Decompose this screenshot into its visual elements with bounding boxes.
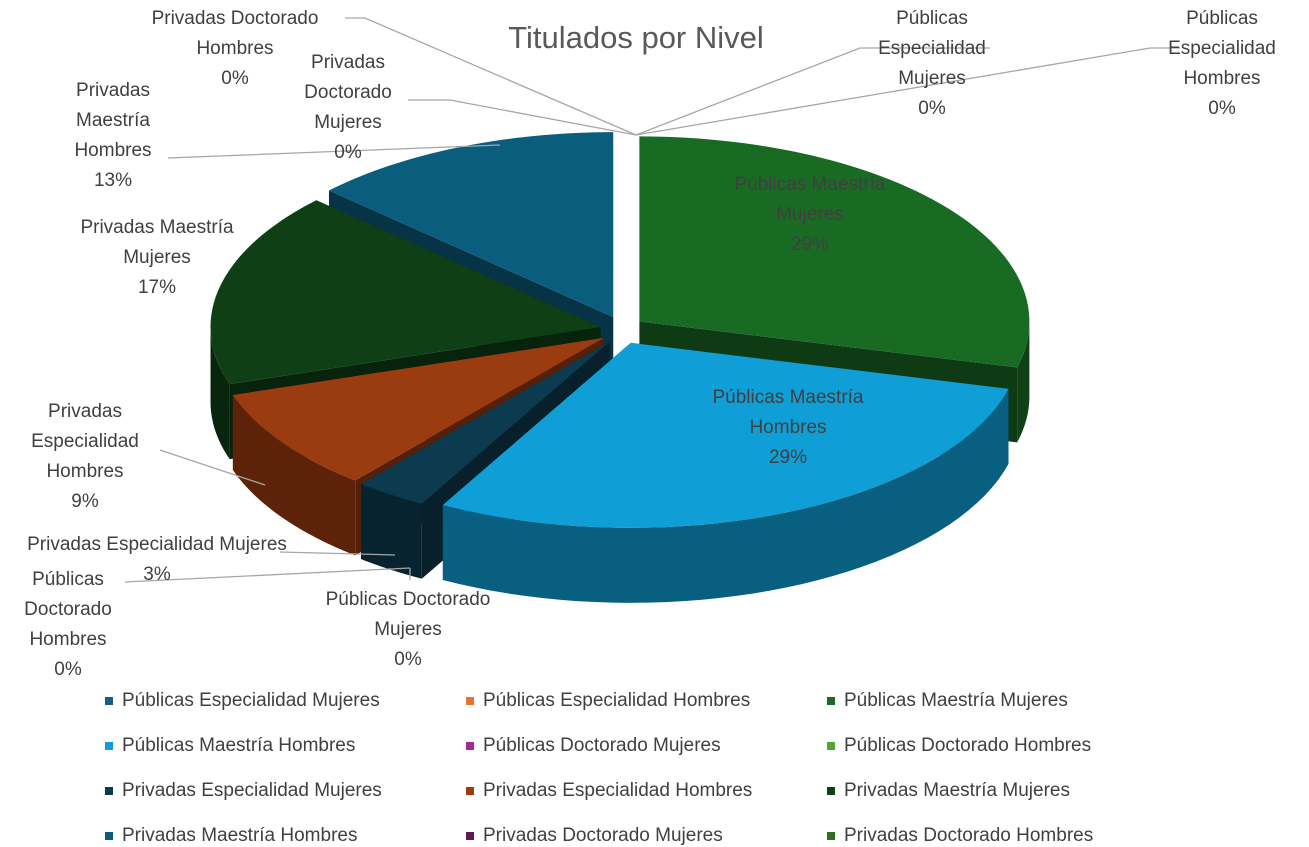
- label-name: Privadas Maestría Mujeres: [80, 217, 234, 268]
- data-label-text: Privadas Doctorado Hombres 0%: [120, 4, 350, 94]
- slice-side: [1017, 321, 1030, 443]
- label-name: Públicas Doctorado Hombres: [24, 569, 112, 650]
- leader-line: [279, 551, 396, 556]
- legend-label: Privadas Maestría Hombres: [122, 825, 357, 846]
- data-label: Públicas Especialidad Hombres 0%: [1162, 4, 1282, 124]
- legend-marker: [466, 832, 474, 840]
- label-value: 29%: [768, 447, 808, 468]
- slice: [442, 342, 1009, 528]
- label-name: Privadas Maestría Hombres: [74, 80, 152, 161]
- data-label-text: Privadas Especialidad Hombres 9%: [15, 397, 155, 517]
- legend-marker: [105, 832, 113, 840]
- data-label-text: Privadas Maestría Mujeres 17%: [57, 213, 257, 303]
- data-label: Públicas Doctorado Hombres 0%: [13, 565, 123, 685]
- legend-label: Públicas Especialidad Mujeres: [122, 690, 380, 711]
- legend-marker: [466, 742, 474, 750]
- legend-label: Privadas Doctorado Hombres: [844, 825, 1093, 846]
- leader-line: [345, 17, 637, 136]
- slice: [210, 200, 601, 385]
- label-name: Privadas Especialidad Hombres: [31, 401, 139, 482]
- label-value: 0%: [1208, 98, 1236, 119]
- pie: [210, 132, 1030, 603]
- label-value: 3%: [143, 564, 171, 585]
- data-label: Privadas Doctorado Hombres 0%: [120, 4, 350, 94]
- label-value: 0%: [918, 98, 946, 119]
- data-label: Públicas Doctorado Mujeres 0%: [293, 585, 523, 675]
- data-label-text: Privadas Especialidad Mujeres 3%: [27, 530, 287, 590]
- legend-label: Privadas Especialidad Mujeres: [122, 780, 382, 801]
- label-name: Públicas Maestría Hombres: [712, 387, 864, 438]
- label-value: 17%: [137, 277, 177, 298]
- data-label: Privadas Maestría Mujeres 17%: [57, 213, 257, 303]
- label-value: 0%: [334, 142, 362, 163]
- slice: [361, 341, 610, 504]
- data-label-text: Privadas Maestría Hombres 13%: [58, 76, 168, 196]
- label-value: 0%: [394, 649, 422, 670]
- leader-line: [635, 47, 1180, 136]
- slice-side: [210, 326, 230, 460]
- label-name: Públicas Especialidad Hombres: [1168, 8, 1276, 89]
- legend-marker: [105, 787, 113, 795]
- slice-wall: [361, 341, 610, 560]
- slice: [328, 132, 614, 318]
- label-name: Privadas Doctorado Hombres: [151, 8, 319, 59]
- data-label-text: Públicas Maestría Hombres 29%: [688, 383, 888, 473]
- data-label-text: Públicas Maestría Mujeres 29%: [710, 170, 910, 260]
- legend-label: Públicas Doctorado Hombres: [844, 735, 1091, 756]
- leader-line: [159, 449, 266, 486]
- chart-title: Titulados por Nivel: [508, 20, 764, 55]
- data-label-text: Públicas Especialidad Mujeres 0%: [857, 4, 1007, 124]
- legend-marker: [827, 787, 835, 795]
- data-label-text: Públicas Especialidad Hombres 0%: [1162, 4, 1282, 124]
- label-value: 29%: [790, 234, 830, 255]
- label-name: Públicas Maestría Mujeres: [734, 174, 886, 225]
- data-label: Públicas Maestría Mujeres 29%: [710, 170, 910, 260]
- leader-line: [124, 567, 411, 583]
- legend-marker: [827, 697, 835, 705]
- label-value: 9%: [71, 491, 99, 512]
- legend-label: Públicas Doctorado Mujeres: [483, 735, 721, 756]
- legend-marker: [827, 742, 835, 750]
- slice-side: [442, 388, 1009, 603]
- legend-label: Privadas Especialidad Hombres: [483, 780, 752, 801]
- legend-marker: [105, 697, 113, 705]
- data-label-text: Públicas Doctorado Mujeres 0%: [293, 585, 523, 675]
- legend-marker: [827, 832, 835, 840]
- data-label-text: Privadas Doctorado Mujeres 0%: [288, 48, 408, 168]
- legend-label: Privadas Maestría Mujeres: [844, 780, 1070, 801]
- label-name: Privadas Especialidad Mujeres: [27, 534, 287, 555]
- legend-label: Públicas Especialidad Hombres: [483, 690, 750, 711]
- leader-line: [167, 144, 501, 159]
- data-label-text: Públicas Doctorado Hombres 0%: [13, 565, 123, 685]
- label-value: 13%: [93, 170, 133, 191]
- data-label: Privadas Maestría Hombres 13%: [58, 76, 168, 196]
- legend-label: Públicas Maestría Mujeres: [844, 690, 1068, 711]
- leader-line: [635, 47, 990, 136]
- data-label: Privadas Especialidad Hombres 9%: [15, 397, 155, 517]
- data-label: Públicas Maestría Hombres 29%: [688, 383, 888, 473]
- data-label: Privadas Especialidad Mujeres 3%: [27, 530, 287, 590]
- legend-marker: [466, 697, 474, 705]
- label-name: Privadas Doctorado Mujeres: [304, 52, 392, 133]
- label-name: Públicas Especialidad Mujeres: [878, 8, 986, 89]
- label-name: Públicas Doctorado Mujeres: [325, 589, 491, 640]
- label-value: 0%: [221, 68, 249, 89]
- slice: [232, 337, 604, 481]
- legend-marker: [105, 742, 113, 750]
- slice-side: [232, 395, 356, 556]
- data-label: Privadas Doctorado Mujeres 0%: [288, 48, 408, 168]
- leader-line: [408, 99, 637, 136]
- label-value: 0%: [54, 659, 82, 680]
- legend-marker: [466, 787, 474, 795]
- legend-label: Privadas Doctorado Mujeres: [483, 825, 723, 846]
- data-label: Públicas Especialidad Mujeres 0%: [857, 4, 1007, 124]
- legend-label: Públicas Maestría Hombres: [122, 735, 355, 756]
- slice: [639, 136, 1030, 368]
